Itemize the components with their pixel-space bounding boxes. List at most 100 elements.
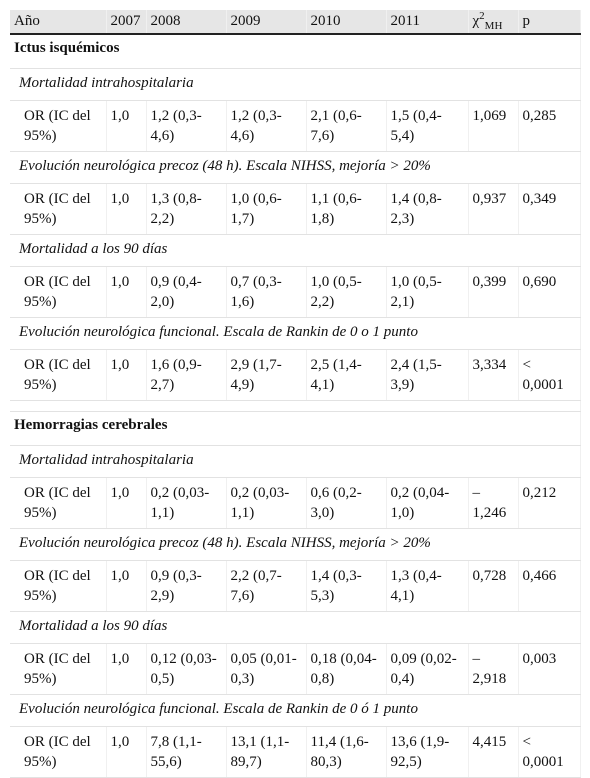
data-cell: 2,5 (1,4-4,1) bbox=[306, 349, 387, 401]
group-label: Evolución neurológica funcional. Escala … bbox=[10, 317, 581, 350]
group-row: Mortalidad intrahospitalaria bbox=[10, 445, 581, 478]
header-cell: 2010 bbox=[306, 10, 387, 35]
section-row: Ictus isquémicos bbox=[10, 34, 581, 69]
data-cell: 1,0 bbox=[106, 349, 147, 401]
data-cell: 1,3 (0,4-4,1) bbox=[386, 560, 469, 612]
data-cell: 1,0 bbox=[106, 643, 147, 695]
data-cell: 1,0 bbox=[106, 183, 147, 235]
data-row: OR (IC del 95%) 1,0 1,6 (0,9-2,7) 2,9 (1,7-… bbox=[10, 349, 581, 401]
data-cell: 1,0 bbox=[106, 266, 147, 318]
data-cell: 1,1 (0,6-1,8) bbox=[306, 183, 387, 235]
data-cell: OR (IC del 95%) bbox=[10, 266, 107, 318]
section-title: Ictus isquémicos bbox=[10, 34, 581, 69]
group-row: Evolución neurológica precoz (48 h). Esc… bbox=[10, 528, 581, 561]
data-cell: OR (IC del 95%) bbox=[10, 349, 107, 401]
data-cell: 1,069 bbox=[468, 100, 519, 152]
data-cell: 0,937 bbox=[468, 183, 519, 235]
data-cell: 0,466 bbox=[518, 560, 581, 612]
data-cell: OR (IC del 95%) bbox=[10, 726, 107, 778]
data-cell: 1,4 (0,8-2,3) bbox=[386, 183, 469, 235]
data-cell: 0,2 (0,04-1,0) bbox=[386, 477, 469, 529]
section-title: Hemorragias cerebrales bbox=[10, 411, 581, 446]
table-header: Año 2007 2008 2009 2010 2011 χ2MH p bbox=[10, 10, 581, 35]
data-cell: 1,2 (0,3-4,6) bbox=[146, 100, 227, 152]
data-cell: 1,5 (0,4-5,4) bbox=[386, 100, 469, 152]
data-cell: 3,334 bbox=[468, 349, 519, 401]
data-cell: 1,0 (0,5-2,2) bbox=[306, 266, 387, 318]
spacer-row bbox=[10, 400, 581, 412]
data-cell: 0,690 bbox=[518, 266, 581, 318]
spacer-cell bbox=[10, 400, 581, 412]
data-cell: 13,1 (1,1-89,7) bbox=[226, 726, 307, 778]
data-cell: OR (IC del 95%) bbox=[10, 643, 107, 695]
data-cell: 2,9 (1,7-4,9) bbox=[226, 349, 307, 401]
chi-sup: 2 bbox=[479, 10, 485, 22]
data-cell: 2,4 (1,5-3,9) bbox=[386, 349, 469, 401]
data-cell: 0,003 bbox=[518, 643, 581, 695]
group-row: Mortalidad a los 90 días bbox=[10, 234, 581, 267]
data-row: OR (IC del 95%) 1,0 0,9 (0,4-2,0) 0,7 (0,3-… bbox=[10, 266, 581, 318]
data-cell: 0,2 (0,03-1,1) bbox=[226, 477, 307, 529]
data-cell: 0,9 (0,3-2,9) bbox=[146, 560, 227, 612]
data-row: OR (IC del 95%) 1,0 7,8 (1,1-55,6) 13,1 (1,… bbox=[10, 726, 581, 778]
group-label: Mortalidad a los 90 días bbox=[10, 234, 581, 267]
data-cell: 0,349 bbox=[518, 183, 581, 235]
data-cell: 0,212 bbox=[518, 477, 581, 529]
data-cell: < 0,0001 bbox=[518, 349, 581, 401]
data-cell: 1,0 bbox=[106, 560, 147, 612]
data-cell: 0,728 bbox=[468, 560, 519, 612]
col-p: p bbox=[518, 10, 581, 35]
data-cell: 1,6 (0,9-2,7) bbox=[146, 349, 227, 401]
chi-sub: MH bbox=[484, 20, 503, 32]
group-row: Evolución neurológica precoz (48 h). Esc… bbox=[10, 151, 581, 184]
group-row: Mortalidad a los 90 días bbox=[10, 611, 581, 644]
results-table: Año 2007 2008 2009 2010 2011 χ2MH p Ictus isqu… bbox=[10, 10, 581, 778]
group-label: Evolución neurológica funcional. Escala … bbox=[10, 694, 581, 727]
group-row: Mortalidad intrahospitalaria bbox=[10, 68, 581, 101]
data-cell: 0,12 (0,03-0,5) bbox=[146, 643, 227, 695]
data-cell: 1,0 (0,5-2,1) bbox=[386, 266, 469, 318]
data-cell: 0,2 (0,03-1,1) bbox=[146, 477, 227, 529]
data-cell: 2,2 (0,7-7,6) bbox=[226, 560, 307, 612]
section-row: Hemorragias cerebrales bbox=[10, 411, 581, 446]
data-cell: 1,0 bbox=[106, 100, 147, 152]
data-cell: 11,4 (1,6-80,3) bbox=[306, 726, 387, 778]
data-cell: 1,0 (0,6-1,7) bbox=[226, 183, 307, 235]
data-cell: 0,7 (0,3-1,6) bbox=[226, 266, 307, 318]
group-label: Evolución neurológica precoz (48 h). Esc… bbox=[10, 528, 581, 561]
header-row: Año 2007 2008 2009 2010 2011 χ2MH p bbox=[10, 10, 581, 35]
group-label: Mortalidad intrahospitalaria bbox=[10, 445, 581, 478]
data-cell: 0,285 bbox=[518, 100, 581, 152]
data-cell: 4,415 bbox=[468, 726, 519, 778]
header-cell: Año bbox=[10, 10, 107, 35]
data-cell: 1,3 (0,8-2,2) bbox=[146, 183, 227, 235]
data-cell: 1,2 (0,3-4,6) bbox=[226, 100, 307, 152]
group-row: Evolución neurológica funcional. Escala … bbox=[10, 694, 581, 727]
data-cell: 0,05 (0,01-0,3) bbox=[226, 643, 307, 695]
data-row: OR (IC del 95%) 1,0 0,9 (0,3-2,9) 2,2 (0,7-… bbox=[10, 560, 581, 612]
col-chi: χ2MH bbox=[468, 10, 519, 35]
data-cell: OR (IC del 95%) bbox=[10, 100, 107, 152]
data-cell: 0,6 (0,2-3,0) bbox=[306, 477, 387, 529]
table-body: Ictus isquémicos Mortalidad intrahospital… bbox=[10, 34, 581, 778]
chi: χ bbox=[472, 13, 480, 29]
group-label: Mortalidad a los 90 días bbox=[10, 611, 581, 644]
data-cell: 1,0 bbox=[106, 726, 147, 778]
group-label: Evolución neurológica precoz (48 h). Esc… bbox=[10, 151, 581, 184]
group-row: Evolución neurológica funcional. Escala … bbox=[10, 317, 581, 350]
data-row: OR (IC del 95%) 1,0 0,2 (0,03-1,1) 0,2 (0,0… bbox=[10, 477, 581, 529]
data-cell: 0,9 (0,4-2,0) bbox=[146, 266, 227, 318]
header-cell: 2009 bbox=[226, 10, 307, 35]
data-cell: 0,18 (0,04-0,8) bbox=[306, 643, 387, 695]
data-cell: < 0,0001 bbox=[518, 726, 581, 778]
group-label: Mortalidad intrahospitalaria bbox=[10, 68, 581, 101]
header-cell: 2011 bbox=[386, 10, 469, 35]
data-cell: 0,09 (0,02-0,4) bbox=[386, 643, 469, 695]
data-row: OR (IC del 95%) 1,0 1,2 (0,3-4,6) 1,2 (0,3-… bbox=[10, 100, 581, 152]
data-row: OR (IC del 95%) 1,0 1,3 (0,8-2,2) 1,0 (0,6-… bbox=[10, 183, 581, 235]
data-cell: OR (IC del 95%) bbox=[10, 477, 107, 529]
header-cell: 2007 bbox=[106, 10, 147, 35]
data-cell: – 1,246 bbox=[468, 477, 519, 529]
data-row: OR (IC del 95%) 1,0 0,12 (0,03-0,5) 0,05 (0… bbox=[10, 643, 581, 695]
data-cell: 2,1 (0,6-7,6) bbox=[306, 100, 387, 152]
